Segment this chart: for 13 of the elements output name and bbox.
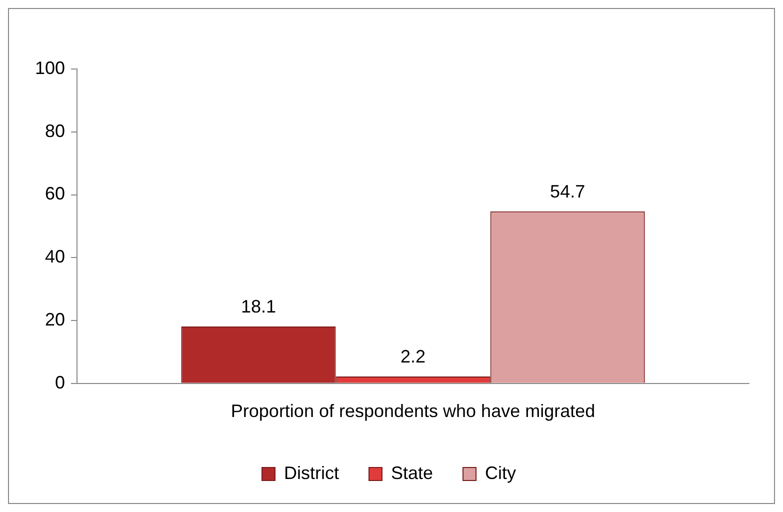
legend-label: District [284,462,339,483]
legend-label: State [390,462,434,483]
y-tick-label: 40 [45,246,66,267]
y-tick-label: 0 [55,372,66,392]
y-tick-label: 20 [45,309,66,330]
y-tick-label: 60 [45,184,66,204]
data-label: 54.7 [550,181,586,202]
y-tick-label: 100 [34,58,66,78]
data-label: 2.2 [400,346,426,366]
x-tick-label: Proportion of respondents who have migrated [230,401,596,422]
y-tick-label: 80 [45,120,66,141]
legend-label: City [485,462,516,483]
data-label: 18.1 [240,296,276,316]
